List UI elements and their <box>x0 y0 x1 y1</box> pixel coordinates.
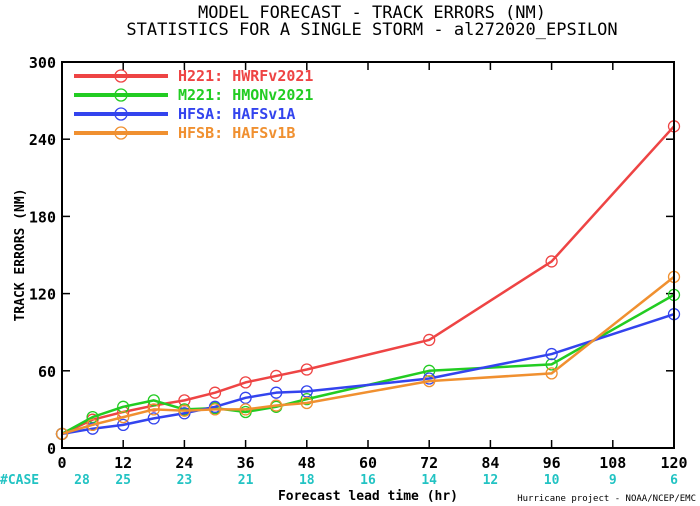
data-point <box>239 403 252 416</box>
case-count: 25 <box>115 473 131 488</box>
case-counts: 28 25 23 21 18 16 14 12 10 9 6 <box>74 473 678 488</box>
case-count: 9 <box>609 473 617 488</box>
y-tick-label: 60 <box>38 363 56 381</box>
data-point <box>423 364 436 377</box>
x-tick-label: 48 <box>298 454 316 472</box>
case-count: 16 <box>360 473 376 488</box>
x-tick-label: 120 <box>660 454 687 472</box>
data-point <box>270 399 283 412</box>
x-tick-label: 36 <box>237 454 255 472</box>
x-tick-label: 60 <box>359 454 377 472</box>
data-point <box>117 410 130 424</box>
x-axis-label: Forecast lead time (hr) <box>278 489 458 504</box>
case-count: 28 <box>74 473 90 488</box>
data-point <box>239 376 252 389</box>
legend-marker <box>114 126 128 140</box>
data-point <box>270 386 283 399</box>
data-point <box>423 374 436 388</box>
legend-marker <box>114 107 128 121</box>
x-tick-label: 96 <box>543 454 561 472</box>
data-point <box>86 422 99 435</box>
chart-subtitle: STATISTICS FOR A SINGLE STORM - al272020… <box>126 20 617 40</box>
data-point <box>86 418 99 431</box>
data-point <box>545 358 558 371</box>
legend-label: HFSA: HAFSv1A <box>178 105 295 123</box>
legend-series-desc: HAFSv1A <box>232 105 295 123</box>
data-point <box>208 386 222 399</box>
legend-series-name: M221: <box>178 86 223 104</box>
data-point <box>117 400 130 413</box>
y-tick-label: 240 <box>29 131 56 149</box>
data-point <box>147 403 160 416</box>
credit-text: Hurricane project - NOAA/NCEP/EMC <box>517 494 696 504</box>
data-point <box>178 404 191 417</box>
legend-series-name: H221: <box>178 67 223 85</box>
x-tick-label: 108 <box>599 454 626 472</box>
axis-ticks: 0 12 24 36 48 60 72 84 96 108 120 0 60 120 180 240 300 <box>29 54 688 472</box>
legend-series-desc: HMONv2021 <box>232 86 313 104</box>
x-tick-label: 24 <box>175 454 193 472</box>
x-tick-label: 12 <box>114 454 132 472</box>
legend-item-3: HFSB: HAFSv1B <box>74 124 295 142</box>
data-point <box>208 403 222 416</box>
series-layer <box>55 120 681 440</box>
legend-marker <box>114 69 128 83</box>
series-1 <box>55 288 681 440</box>
legend-item-2: HFSA: HAFSv1A <box>74 105 295 123</box>
data-point <box>147 394 160 407</box>
data-point <box>270 369 283 383</box>
series-2 <box>55 308 681 440</box>
series-3 <box>55 270 681 440</box>
data-point <box>117 418 130 431</box>
legend-series-name: HFSB: <box>178 124 223 142</box>
y-tick-label: 120 <box>29 286 56 304</box>
chart-title: MODEL FORECAST - TRACK ERRORS (NM) <box>198 3 546 23</box>
data-point <box>147 412 160 425</box>
case-count: 10 <box>544 473 560 488</box>
data-point <box>178 394 191 407</box>
data-point <box>423 333 436 347</box>
series-line <box>61 312 675 436</box>
data-point <box>300 363 313 376</box>
legend-label: H221: HWRFv2021 <box>178 67 313 85</box>
x-tick-label: 72 <box>420 454 438 472</box>
y-tick-label: 180 <box>29 208 56 226</box>
case-count: 14 <box>421 473 437 488</box>
legend-item-0: H221: HWRFv2021 <box>74 67 313 85</box>
case-count: 12 <box>483 473 499 488</box>
y-tick-label: 0 <box>47 440 56 458</box>
data-point <box>300 396 313 410</box>
legend-series-desc: HAFSv1B <box>232 124 295 142</box>
case-count: 23 <box>177 473 193 488</box>
data-point <box>300 392 313 406</box>
data-point <box>545 347 558 361</box>
legend-series-name: HFSA: <box>178 105 223 123</box>
data-point <box>545 255 558 268</box>
legend-marker <box>114 88 128 102</box>
legend-label: HFSB: HAFSv1B <box>178 124 295 142</box>
legend-label: M221: HMONv2021 <box>178 86 313 104</box>
case-label: #CASE <box>0 473 39 488</box>
y-tick-label: 300 <box>29 54 56 72</box>
case-count: 21 <box>238 473 254 488</box>
legend-item-1: M221: HMONv2021 <box>74 86 313 104</box>
legend-series-desc: HWRFv2021 <box>232 67 313 85</box>
x-tick-label: 84 <box>481 454 499 472</box>
data-point <box>545 367 558 380</box>
y-axis-label: TRACK ERRORS (NM) <box>13 188 28 321</box>
case-count: 18 <box>299 473 315 488</box>
case-count: 6 <box>670 473 678 488</box>
plot-frame <box>61 61 675 449</box>
x-tick-label: 0 <box>57 454 66 472</box>
series-line <box>61 125 675 435</box>
